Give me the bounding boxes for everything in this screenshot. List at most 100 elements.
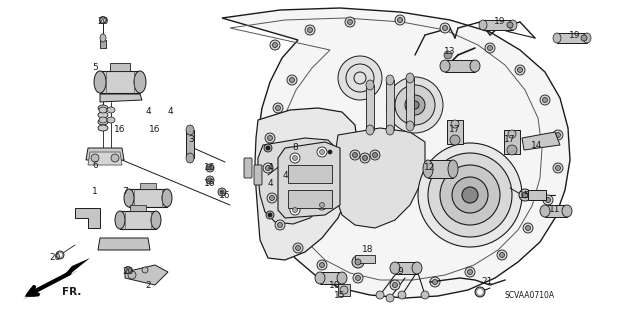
- Circle shape: [497, 250, 507, 260]
- Circle shape: [387, 77, 443, 133]
- Text: 4: 4: [282, 170, 288, 180]
- Ellipse shape: [98, 112, 108, 118]
- Circle shape: [450, 135, 460, 145]
- Circle shape: [293, 243, 303, 253]
- Ellipse shape: [186, 153, 194, 163]
- Text: 10: 10: [329, 280, 340, 290]
- Circle shape: [128, 271, 136, 279]
- Bar: [366, 85, 374, 130]
- Circle shape: [348, 19, 353, 25]
- Circle shape: [360, 153, 370, 163]
- Circle shape: [543, 98, 547, 102]
- Circle shape: [328, 203, 332, 207]
- Circle shape: [519, 189, 531, 201]
- Circle shape: [292, 155, 298, 160]
- Ellipse shape: [390, 262, 400, 274]
- Text: 20: 20: [97, 18, 109, 26]
- Circle shape: [206, 176, 214, 184]
- Bar: [483, 20, 513, 30]
- Circle shape: [353, 152, 358, 158]
- Circle shape: [440, 23, 450, 33]
- Circle shape: [326, 148, 334, 156]
- Ellipse shape: [98, 105, 108, 111]
- Polygon shape: [258, 138, 338, 224]
- Circle shape: [405, 95, 425, 115]
- Text: 3: 3: [188, 136, 194, 145]
- Circle shape: [111, 154, 119, 162]
- Text: 15: 15: [334, 291, 346, 300]
- Text: 9: 9: [397, 268, 403, 277]
- Ellipse shape: [337, 272, 347, 284]
- Bar: [110, 63, 130, 71]
- Polygon shape: [75, 208, 100, 228]
- Circle shape: [264, 144, 272, 152]
- Text: 11: 11: [549, 205, 561, 214]
- Circle shape: [397, 18, 403, 23]
- Circle shape: [220, 190, 224, 194]
- Text: 5: 5: [92, 63, 98, 72]
- Text: 4: 4: [167, 108, 173, 116]
- Circle shape: [278, 222, 282, 227]
- Text: 13: 13: [444, 48, 456, 56]
- Text: 15: 15: [519, 190, 531, 199]
- Circle shape: [317, 200, 327, 210]
- Circle shape: [398, 291, 406, 299]
- FancyBboxPatch shape: [254, 165, 262, 185]
- Text: 4: 4: [145, 108, 151, 116]
- Text: 1: 1: [92, 188, 98, 197]
- Circle shape: [462, 187, 478, 203]
- Circle shape: [444, 51, 452, 59]
- Bar: [445, 60, 475, 72]
- Ellipse shape: [98, 119, 108, 125]
- Circle shape: [208, 166, 212, 170]
- Circle shape: [354, 72, 366, 84]
- Bar: [355, 255, 375, 263]
- Circle shape: [319, 203, 324, 207]
- Ellipse shape: [540, 205, 550, 217]
- Circle shape: [290, 153, 300, 163]
- Bar: [186, 130, 194, 158]
- Text: 16: 16: [220, 190, 231, 199]
- Ellipse shape: [423, 160, 433, 178]
- Circle shape: [543, 195, 553, 205]
- Ellipse shape: [100, 34, 106, 42]
- Circle shape: [370, 150, 380, 160]
- Circle shape: [340, 286, 348, 294]
- Polygon shape: [22, 258, 90, 300]
- Circle shape: [507, 22, 513, 28]
- Ellipse shape: [98, 125, 108, 131]
- Circle shape: [467, 270, 472, 275]
- Bar: [504, 130, 520, 154]
- Text: 6: 6: [92, 160, 98, 169]
- Text: 2: 2: [145, 280, 151, 290]
- Circle shape: [392, 283, 397, 287]
- Polygon shape: [255, 108, 358, 260]
- Circle shape: [319, 263, 324, 268]
- Circle shape: [206, 164, 214, 172]
- Circle shape: [395, 85, 435, 125]
- Circle shape: [355, 259, 361, 265]
- Circle shape: [556, 132, 561, 137]
- Circle shape: [317, 260, 327, 270]
- Circle shape: [523, 223, 533, 233]
- Circle shape: [540, 95, 550, 105]
- Circle shape: [355, 276, 360, 280]
- Polygon shape: [125, 265, 168, 285]
- Bar: [386, 80, 394, 130]
- Circle shape: [270, 40, 280, 50]
- Circle shape: [362, 155, 367, 160]
- Bar: [130, 205, 146, 211]
- Bar: [288, 190, 332, 208]
- Text: SCVAA0710A: SCVAA0710A: [505, 292, 555, 300]
- Text: 19: 19: [569, 31, 580, 40]
- Circle shape: [545, 197, 550, 203]
- Circle shape: [525, 226, 531, 231]
- Circle shape: [418, 143, 522, 247]
- Circle shape: [218, 188, 226, 196]
- Polygon shape: [278, 142, 340, 218]
- Ellipse shape: [448, 160, 458, 178]
- Circle shape: [273, 103, 283, 113]
- Circle shape: [485, 43, 495, 53]
- Bar: [447, 120, 463, 144]
- Ellipse shape: [470, 60, 480, 72]
